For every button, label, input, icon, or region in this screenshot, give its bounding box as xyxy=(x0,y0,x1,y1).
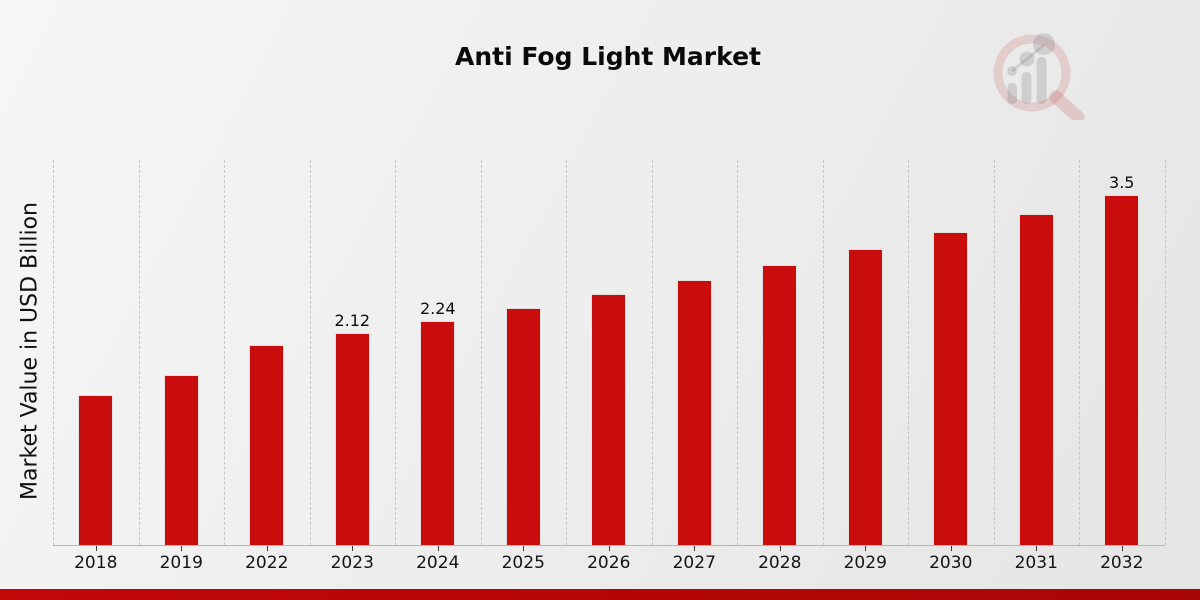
gridline xyxy=(908,160,909,545)
bar-2026 xyxy=(591,294,627,545)
gridline xyxy=(1079,160,1080,545)
gridline xyxy=(651,160,653,545)
gridline xyxy=(822,160,824,545)
x-tick-label-2027: 2027 xyxy=(672,553,716,573)
bar-2019 xyxy=(163,375,199,545)
bar-2018 xyxy=(78,395,114,545)
chart-title: Anti Fog Light Market xyxy=(455,42,761,71)
x-tick-label-2025: 2025 xyxy=(501,553,545,573)
x-tick-label-2032: 2032 xyxy=(1100,553,1144,573)
gridline xyxy=(309,160,311,545)
x-tick-mark xyxy=(181,546,183,551)
gridline xyxy=(53,160,54,545)
gridline xyxy=(138,160,140,545)
x-tick-mark xyxy=(865,546,867,551)
magnifier-bar-chart-logo-icon xyxy=(993,33,1085,120)
x-tick-mark xyxy=(608,546,610,551)
x-tick-mark xyxy=(1036,546,1038,551)
x-tick-mark xyxy=(1121,546,1123,551)
x-tick-mark xyxy=(95,546,97,551)
gridline xyxy=(224,160,225,545)
bar-2031 xyxy=(1018,214,1054,545)
x-tick-label-2028: 2028 xyxy=(758,553,802,573)
x-tick-label-2024: 2024 xyxy=(416,553,460,573)
gridline xyxy=(395,160,396,545)
x-tick-label-2019: 2019 xyxy=(159,553,203,573)
x-tick-mark xyxy=(266,546,268,551)
x-tick-label-2029: 2029 xyxy=(843,553,887,573)
bar-2028 xyxy=(762,265,798,545)
x-tick-mark xyxy=(950,546,952,551)
bar-2024 xyxy=(420,321,456,545)
x-tick-mark xyxy=(523,546,525,551)
bar-2025 xyxy=(505,308,541,545)
x-tick-label-2030: 2030 xyxy=(929,553,973,573)
bar-value-label-2032: 3.5 xyxy=(1109,173,1135,192)
gridline xyxy=(1164,160,1166,545)
x-tick-mark xyxy=(352,546,354,551)
gridline xyxy=(480,160,482,545)
x-tick-mark xyxy=(694,546,696,551)
bar-2027 xyxy=(676,280,712,545)
x-tick-mark xyxy=(779,546,781,551)
bottom-accent-strip xyxy=(0,589,1200,600)
bar-2032 xyxy=(1104,195,1140,545)
bar-value-label-2024: 2.24 xyxy=(419,299,456,318)
x-axis-line xyxy=(53,545,1165,546)
x-tick-mark xyxy=(437,546,439,551)
x-tick-label-2018: 2018 xyxy=(74,553,118,573)
x-tick-label-2031: 2031 xyxy=(1014,553,1058,573)
bar-2030 xyxy=(933,232,969,545)
gridline xyxy=(566,160,567,545)
bar-value-label-2023: 2.12 xyxy=(334,311,371,330)
bar-2023 xyxy=(334,333,370,545)
gridline xyxy=(737,160,738,545)
bar-2029 xyxy=(847,249,883,545)
bar-2022 xyxy=(249,345,285,545)
x-tick-label-2022: 2022 xyxy=(245,553,289,573)
x-tick-label-2023: 2023 xyxy=(330,553,374,573)
gridline xyxy=(993,160,995,545)
x-tick-label-2026: 2026 xyxy=(587,553,631,573)
